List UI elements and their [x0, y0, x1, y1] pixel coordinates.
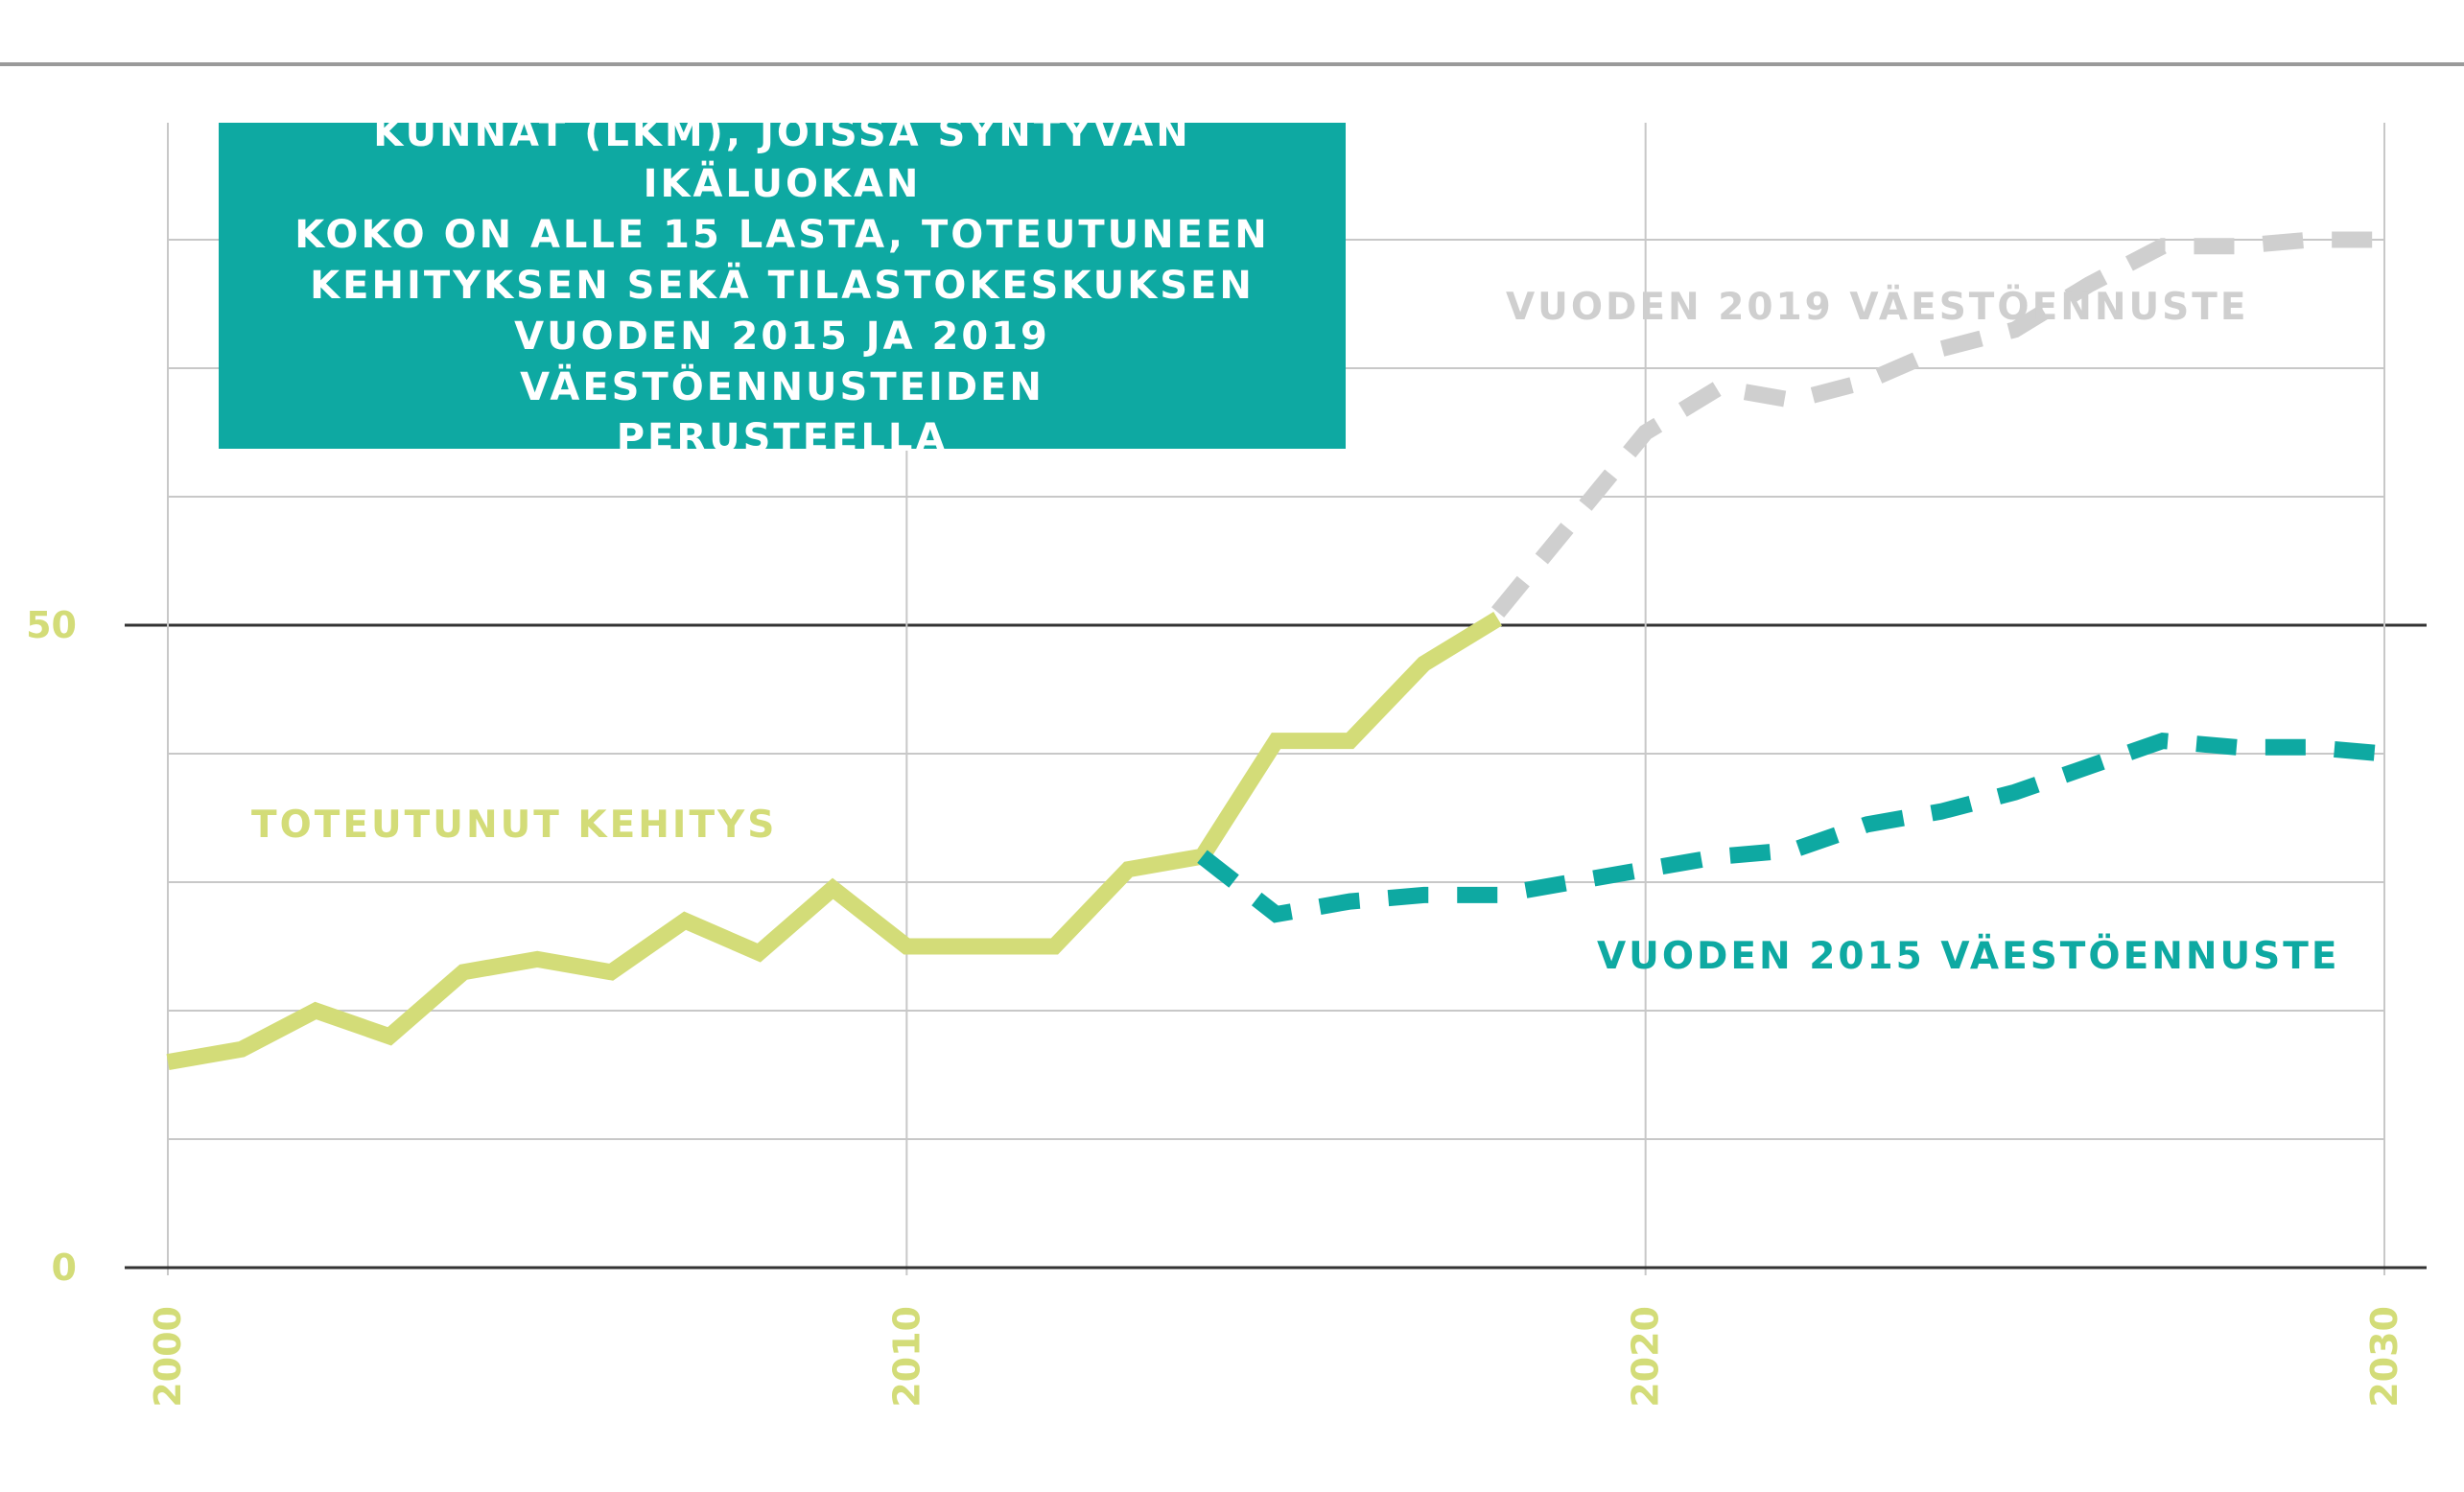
chart-title: KUNNAT (LKM), JOISSA SYNTYVÄN IKÄLUOKAN …: [294, 110, 1270, 460]
series-line-2: [1491, 231, 2384, 618]
series-line-0: [166, 612, 1503, 1070]
x-tick-label-2000: 2000: [147, 1306, 189, 1408]
y-axis-ticks: 0 50: [26, 604, 77, 1289]
x-axis-ticks: 2000 2010 2020 2030: [147, 1306, 2405, 1408]
chart-title-box: KUNNAT (LKM), JOISSA SYNTYVÄN IKÄLUOKAN …: [219, 111, 1346, 460]
series-label-forecast-2015: VUODEN 2015 VÄESTÖENNUSTE: [1597, 935, 2340, 978]
series-layer: [166, 231, 2385, 1070]
series-label-forecast-2019: VUODEN 2019 VÄESTÖENNUSTE: [1506, 286, 2249, 329]
y-tick-label-0: 0: [52, 1247, 77, 1289]
series-label-actual: TOTEUTUNUT KEHITYS: [251, 804, 778, 847]
x-tick-label-2030: 2030: [2363, 1306, 2405, 1408]
x-tick-label-2020: 2020: [1625, 1306, 1667, 1408]
x-tick-label-2010: 2010: [885, 1306, 927, 1408]
y-tick-label-50: 50: [26, 604, 77, 646]
series-line-1: [1197, 732, 2385, 923]
